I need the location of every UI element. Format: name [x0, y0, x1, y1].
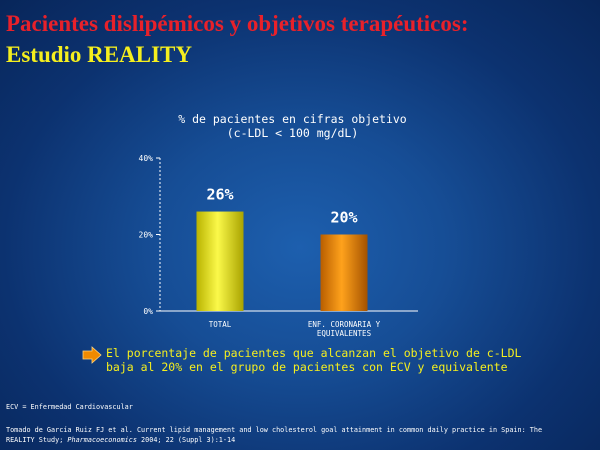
y-tick-label: 0% — [143, 307, 153, 316]
x-category-label: EQUIVALENTES — [317, 329, 372, 338]
arrow-right-icon — [82, 346, 102, 364]
conclusion-text: El porcentaje de pacientes que alcanzan … — [106, 346, 521, 374]
slide-title-line-1: Pacientes dislipémicos y objetivos terap… — [6, 11, 469, 36]
chart-heading-line-1: % de pacientes en cifras objetivo — [178, 112, 407, 126]
x-category-label: ENF. CORONARIA Y — [308, 320, 381, 329]
y-tick-label: 20% — [139, 231, 154, 240]
conclusion-line-2: baja al 20% en el grupo de pacientes con… — [106, 360, 508, 374]
abbreviation-note: ECV = Enfermedad Cardiovascular — [6, 403, 133, 411]
reference-suffix: 2004; 22 (Suppl 3):1-14 — [136, 436, 236, 444]
chart-heading-line-2: (c-LDL < 100 mg/dL) — [226, 126, 359, 140]
y-tick-label: 40% — [139, 154, 154, 163]
reference-journal: Pharmacoeconomics — [67, 436, 137, 444]
reference-line-1: Tomado de García Ruiz FJ et al. Current … — [6, 426, 543, 434]
reference-line-2: REALITY Study; Pharmacoeconomics 2004; 2… — [6, 435, 596, 445]
bar-data-label: 20% — [330, 209, 357, 227]
reference-prefix: REALITY Study; — [6, 436, 68, 444]
conclusion: El porcentaje de pacientes que alcanzan … — [82, 346, 552, 374]
bar-data-label: 26% — [206, 186, 233, 204]
bar-total — [196, 211, 244, 311]
conclusion-line-1: El porcentaje de pacientes que alcanzan … — [106, 346, 522, 360]
slide-title: Pacientes dislipémicos y objetivos terap… — [6, 8, 596, 70]
x-category-label: TOTAL — [209, 320, 232, 329]
slide-title-line-2: Estudio REALITY — [6, 42, 192, 67]
bar-coronary — [320, 234, 368, 311]
chart-heading: % de pacientes en cifras objetivo (c-LDL… — [150, 112, 435, 140]
reference: Tomado de García Ruiz FJ et al. Current … — [6, 425, 596, 445]
